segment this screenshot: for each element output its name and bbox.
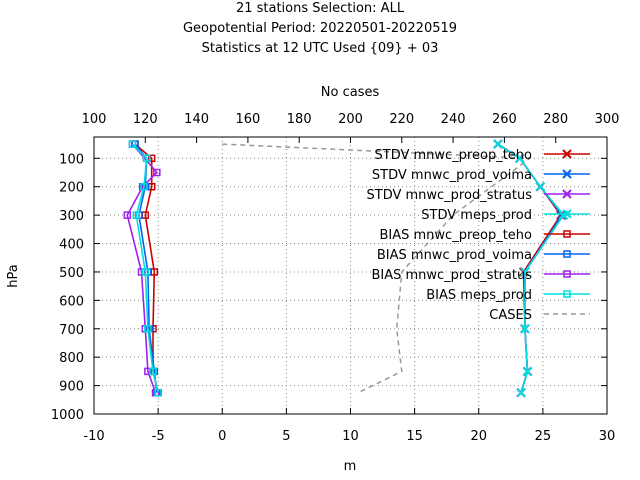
x2-tick-label: 300: [595, 112, 620, 127]
data-point-series-7: [149, 367, 157, 376]
x2-tick-label: 120: [133, 112, 158, 127]
y-tick-label: 100: [59, 152, 84, 167]
legend-marker: [562, 209, 572, 219]
x2-tick-label: 220: [389, 112, 414, 127]
series-line-3: [497, 143, 565, 393]
y-tick-label: 800: [59, 351, 84, 366]
x-tick-label: 30: [599, 429, 616, 444]
data-point-series-7: [128, 140, 137, 148]
x-tick-label: 20: [470, 429, 487, 444]
legend: STDV mnwc_preop_teho STDV mnwc_prod_voima…: [367, 148, 590, 323]
y-axis-label: hPa: [6, 264, 21, 287]
legend-marker: [562, 189, 572, 199]
legend-marker: [562, 169, 572, 179]
legend-label: BIAS mnwc_prod_stratus: [371, 268, 532, 283]
x-tick-label: 0: [218, 429, 226, 444]
x-tick-label: 10: [342, 429, 359, 444]
data-point-series-3: [520, 324, 530, 334]
legend-label: STDV meps_prod: [421, 208, 532, 223]
data-point-series-7: [141, 268, 150, 276]
x2-tick-label: 260: [492, 112, 517, 127]
y-tick-label: 500: [59, 266, 84, 281]
data-point-series-3: [522, 366, 533, 377]
y-tick-label: 300: [59, 209, 84, 224]
x-axis-label: m: [344, 459, 357, 474]
data-point-series-4: [149, 325, 157, 333]
legend-label: CASES: [489, 308, 532, 323]
data-point-series-3: [520, 267, 530, 277]
x2-tick-label: 160: [235, 112, 260, 127]
legend-label: BIAS mnwc_prod_voima: [377, 248, 532, 263]
data-point-series-3: [493, 139, 503, 149]
legend-label: BIAS meps_prod: [426, 288, 532, 303]
legend-marker: [563, 270, 571, 278]
y-tick-label: 700: [59, 323, 84, 338]
x2-tick-label: 240: [441, 112, 466, 127]
y-tick-label: 1000: [51, 408, 84, 423]
x-tick-label: 25: [535, 429, 552, 444]
y-tick-label: 200: [59, 181, 84, 196]
y-tick-label: 600: [59, 294, 84, 309]
title-line-3: Statistics at 12 UTC Used {09} + 03: [201, 41, 439, 56]
x2-tick-label: 200: [338, 112, 363, 127]
series-cases-line: [222, 143, 533, 394]
data-point-series-6: [153, 168, 161, 177]
grid: [94, 137, 607, 414]
data-point-series-4: [147, 154, 156, 163]
x-tick-label: 15: [406, 429, 423, 444]
legend-marker: [562, 149, 572, 159]
x-tick-label: 5: [282, 429, 290, 444]
series-line-7: [131, 143, 159, 393]
data-point-series-6: [123, 211, 132, 219]
x2-tick-label: 280: [543, 112, 568, 127]
data-point-series-7: [144, 325, 152, 333]
data-point-series-6: [137, 268, 146, 276]
x-tick-label: -5: [152, 429, 165, 444]
data-point-series-7: [154, 388, 162, 397]
x2-tick-label: 100: [82, 112, 107, 127]
legend-marker: [563, 290, 571, 298]
data-point-series-3: [516, 387, 526, 398]
x-tick-label: -10: [83, 429, 104, 444]
data-point-series-3: [515, 153, 525, 164]
title-line-1: 21 stations Selection: ALL: [235, 1, 405, 16]
legend-marker: [563, 250, 571, 258]
data-point-series-7: [132, 211, 141, 219]
y-tick-label: 400: [59, 238, 84, 253]
legend-label: STDV mnwc_prod_voima: [372, 168, 532, 183]
legend-label: BIAS mnwc_preop_teho: [379, 228, 532, 243]
x2-tick-label: 180: [287, 112, 312, 127]
data-point-series-3: [535, 182, 546, 192]
y-tick-label: 900: [59, 380, 84, 395]
legend-label: STDV mnwc_preop_teho: [375, 148, 533, 163]
legend-label: STDV mnwc_prod_stratus: [367, 188, 533, 203]
data-point-series-6: [144, 367, 152, 376]
data-point-series-7: [140, 182, 148, 191]
data-point-series-7: [142, 154, 151, 163]
x2-tick-label: 140: [184, 112, 209, 127]
legend-marker: [563, 230, 571, 238]
x2-axis-label: No cases: [321, 85, 380, 100]
title-line-2: Geopotential Period: 20220501-20220519: [182, 21, 458, 36]
